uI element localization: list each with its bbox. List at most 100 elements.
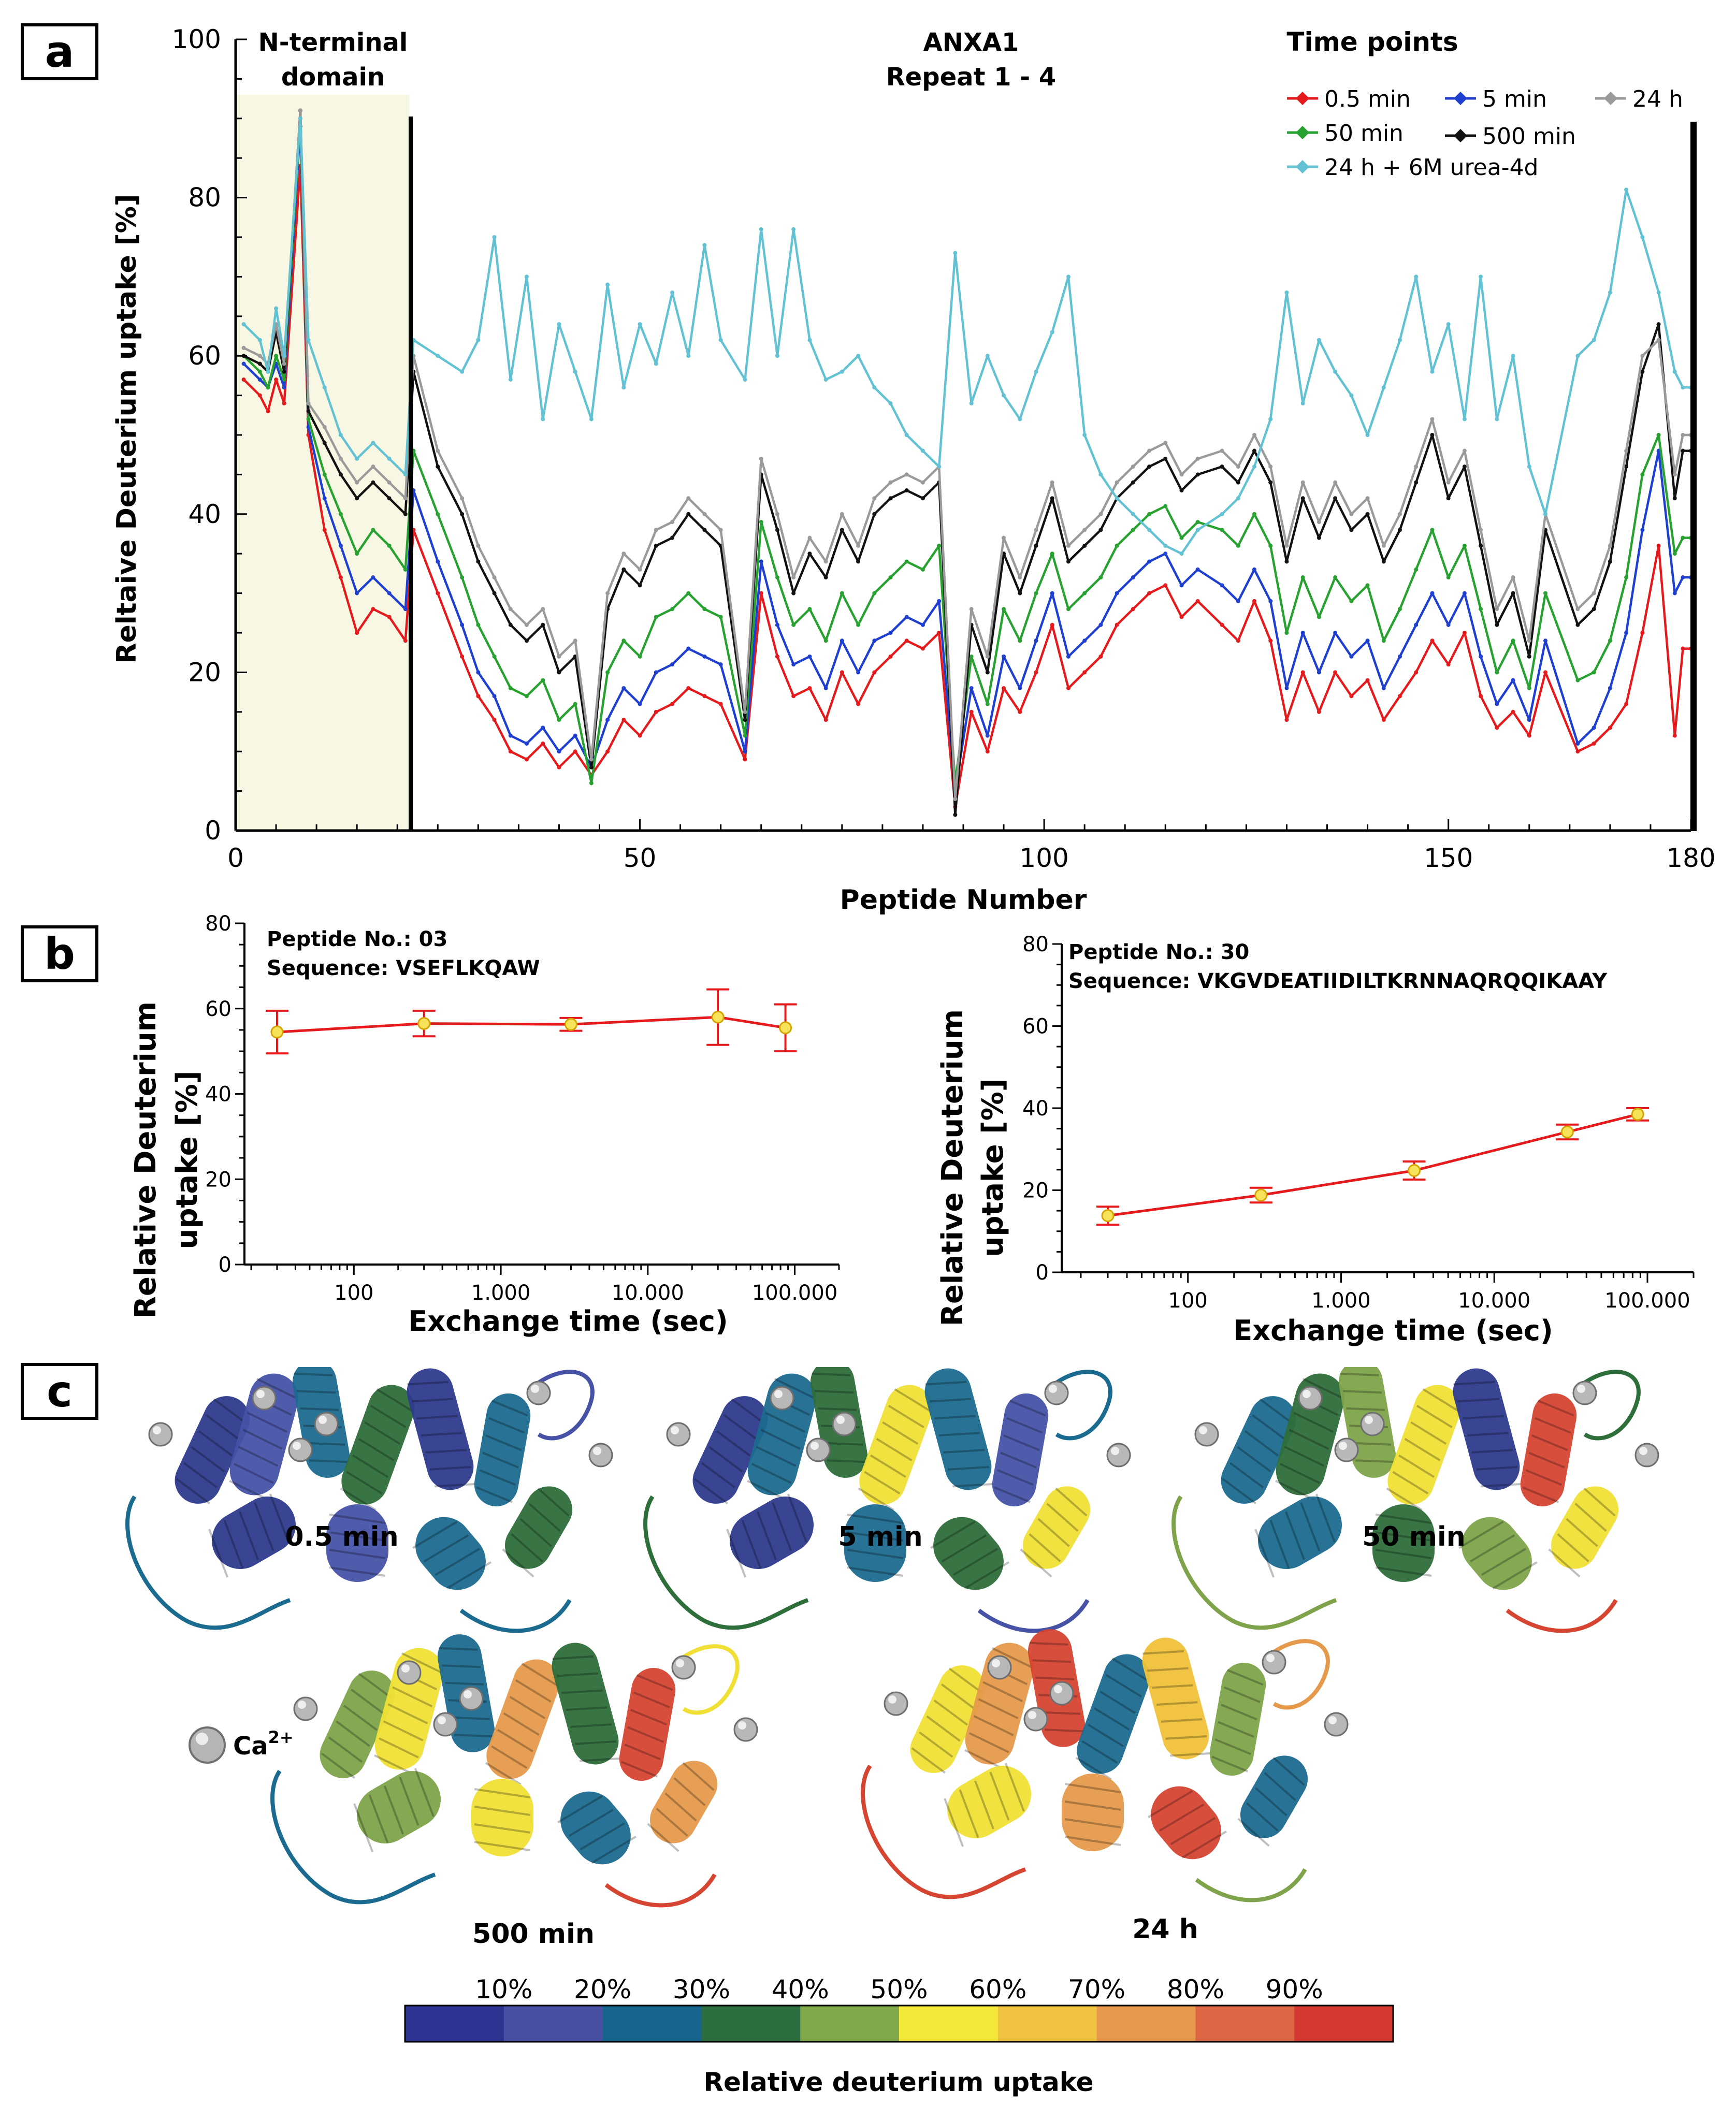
data-point	[492, 591, 497, 596]
loop	[1272, 1639, 1330, 1710]
helix-stripe	[1032, 1659, 1072, 1663]
data-point	[1446, 575, 1451, 580]
data-point	[920, 567, 925, 572]
data-point	[686, 354, 691, 358]
helix-stripe	[238, 1446, 279, 1467]
data-point	[638, 583, 642, 588]
data-point	[1446, 662, 1451, 667]
ca-ion-highlight	[153, 1426, 161, 1434]
helix-stripe	[1111, 1657, 1148, 1681]
data-point	[476, 670, 481, 675]
data-point	[1672, 591, 1677, 596]
data-point	[1681, 385, 1685, 390]
data-point	[856, 354, 861, 358]
data-point	[1527, 686, 1531, 690]
legend-label: 50 min	[1324, 120, 1404, 147]
x-tick-label: 100	[1019, 843, 1068, 873]
helix-stripe	[1044, 1729, 1083, 1733]
ca-ion-icon	[1106, 1443, 1131, 1468]
data-point	[985, 702, 990, 706]
ca-ion-highlight	[293, 1442, 301, 1450]
data-point	[1082, 433, 1087, 437]
helix-stripe	[515, 1679, 552, 1703]
n-terminal-label-line2: domain	[281, 63, 385, 92]
data-point	[1018, 709, 1022, 714]
helix	[619, 1668, 676, 1781]
data-point	[937, 543, 942, 548]
helix-stripe	[870, 1454, 906, 1478]
data-point	[1592, 725, 1596, 730]
data-point	[904, 559, 909, 564]
helix-stripe	[624, 1744, 661, 1761]
data-point	[270, 1025, 284, 1039]
data-point	[1163, 504, 1168, 509]
data-point	[274, 377, 279, 382]
helix-stripe	[1346, 1407, 1385, 1411]
data-point	[1034, 528, 1038, 532]
helix	[747, 1373, 817, 1495]
data-point	[541, 417, 545, 422]
data-point	[282, 401, 286, 405]
helix-stripe	[978, 1698, 1019, 1719]
data-point	[1034, 369, 1038, 374]
x-tick-label: 100.000	[1604, 1289, 1690, 1313]
helix-stripe	[765, 1412, 806, 1433]
data-point	[1527, 654, 1531, 659]
helix	[910, 1665, 986, 1773]
helix-stripe	[772, 1502, 792, 1551]
ca-legend: Ca2+	[189, 1726, 294, 1764]
data-point	[1495, 702, 1499, 706]
helix-stripe	[254, 1502, 274, 1551]
data-point	[1147, 448, 1152, 453]
colorbar-tick-label: 90%	[1266, 1974, 1323, 2005]
ca-ion-highlight	[1049, 1385, 1057, 1393]
data-point	[1495, 670, 1499, 675]
helix	[407, 1368, 474, 1490]
data-point	[1414, 274, 1419, 279]
data-point	[266, 409, 270, 414]
data-point	[1034, 591, 1038, 596]
data-point	[417, 1017, 431, 1030]
helix-stripe	[952, 1483, 994, 1488]
data-point	[807, 654, 812, 659]
helix-stripe	[1009, 1400, 1046, 1417]
helix-stripe	[435, 1547, 481, 1576]
data-point	[460, 575, 465, 580]
data-point	[1414, 480, 1419, 485]
ca-ion-icon	[314, 1412, 339, 1436]
legend-marker-icon	[1296, 126, 1309, 139]
data-point	[1220, 448, 1224, 453]
helix-stripe	[1467, 1432, 1509, 1437]
y-tick-label: 20	[188, 657, 221, 687]
data-point	[1430, 591, 1435, 596]
legend-entry: 24 h + 6M urea-4d	[1287, 154, 1539, 181]
helix-stripe	[724, 1414, 758, 1441]
ca-label-text: Ca	[233, 1732, 268, 1761]
helix-stripe	[964, 1749, 1005, 1770]
data-point	[1252, 512, 1256, 516]
data-point	[1333, 369, 1338, 374]
helix-stripe	[647, 1823, 679, 1852]
helix-stripe	[1147, 1667, 1189, 1672]
data-point	[759, 227, 763, 231]
helix	[1209, 1663, 1266, 1776]
data-point	[1252, 567, 1256, 572]
data-point	[1349, 528, 1354, 532]
data-point	[355, 551, 359, 556]
structure-time-label: 24 h	[1132, 1914, 1198, 1945]
data-point	[985, 654, 990, 659]
data-point	[872, 670, 877, 675]
data-point	[823, 718, 828, 722]
data-point	[1592, 338, 1596, 342]
data-point	[274, 354, 279, 358]
data-point	[508, 686, 513, 690]
data-point	[1430, 528, 1435, 532]
helix-stripe	[416, 1415, 458, 1420]
helix-stripe	[1161, 1718, 1203, 1723]
helix	[1462, 1517, 1532, 1590]
helix-stripe	[374, 1754, 414, 1776]
data-point	[743, 718, 747, 722]
protein-structure	[270, 1634, 758, 1908]
data-point	[1656, 543, 1661, 548]
data-point	[1179, 551, 1184, 556]
